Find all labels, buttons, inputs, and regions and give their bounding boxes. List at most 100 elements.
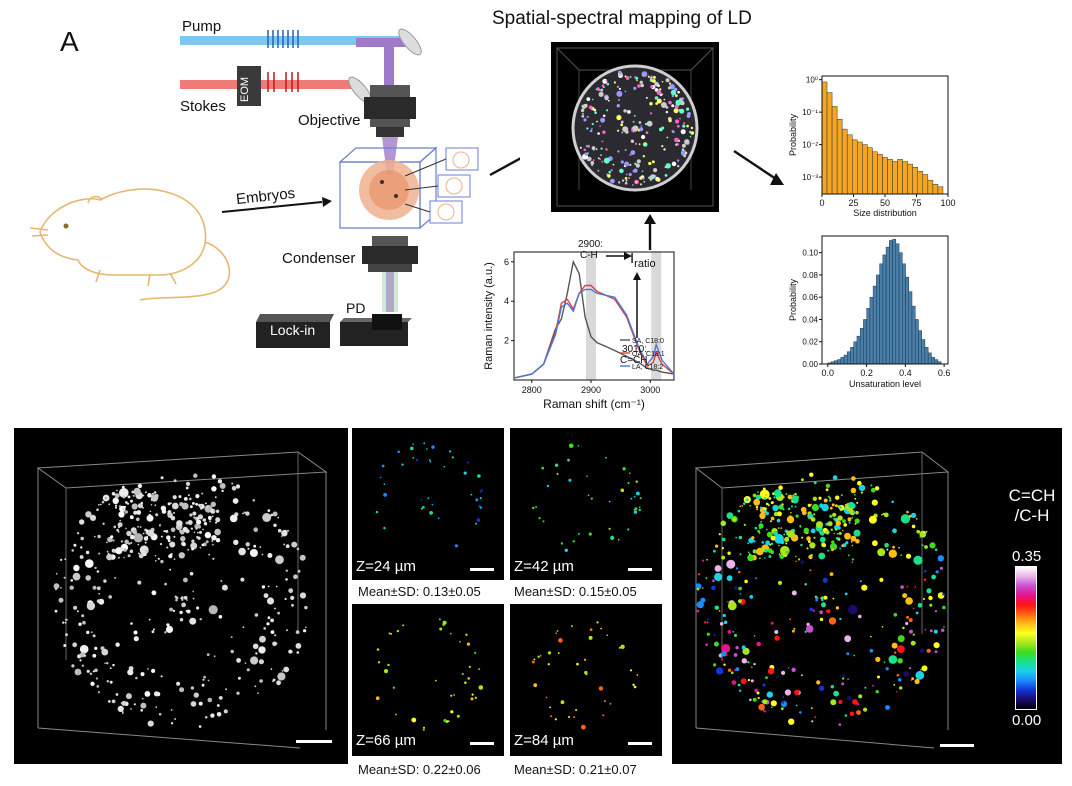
b-droplet-300 xyxy=(285,544,290,549)
c1-droplet-20 xyxy=(463,471,467,475)
unsat-ytick-label-3: 0.06 xyxy=(802,293,818,302)
b-droplet-377 xyxy=(58,597,64,603)
b-droplet-330 xyxy=(281,535,283,537)
d-droplet-151 xyxy=(727,668,732,672)
b-droplet-317 xyxy=(258,659,264,665)
d-droplet-173 xyxy=(726,575,733,582)
d-droplet-174 xyxy=(841,682,845,686)
b-droplet-329 xyxy=(296,547,300,551)
b-droplet-202 xyxy=(267,616,271,620)
d-droplet-439 xyxy=(804,630,807,633)
d-droplet-61 xyxy=(723,620,728,625)
b-droplet-349 xyxy=(60,587,62,589)
c3-droplet-18 xyxy=(468,665,471,668)
b-droplet-280 xyxy=(170,709,173,711)
panel-b-scalebar xyxy=(296,740,332,743)
d-droplet-324 xyxy=(893,613,898,617)
map-droplet-245 xyxy=(610,178,615,184)
c2-droplet-22 xyxy=(629,472,631,474)
map-droplet-227 xyxy=(661,145,664,148)
map-droplet-189 xyxy=(588,105,593,110)
c2-droplet-32 xyxy=(610,535,615,540)
arrow-to-histograms xyxy=(733,150,784,185)
b-droplet-511 xyxy=(125,527,127,530)
b-droplet-96 xyxy=(150,494,159,502)
map-droplet-193 xyxy=(618,99,620,101)
b-droplet-334 xyxy=(97,534,101,539)
d-droplet-205 xyxy=(832,512,837,517)
c4-droplet-26 xyxy=(554,718,557,721)
b-droplet-448 xyxy=(232,498,239,504)
c1-droplet-27 xyxy=(381,464,385,468)
map-droplet-18 xyxy=(616,85,619,88)
b-droplet-481 xyxy=(231,482,234,485)
map-droplet-50 xyxy=(663,98,666,101)
d-droplet-553 xyxy=(935,610,937,612)
b-droplet-432 xyxy=(80,546,83,549)
d-droplet-466 xyxy=(763,497,767,500)
size-ylabel: Probability xyxy=(788,113,798,156)
c2-droplet-3 xyxy=(532,506,535,510)
unsat-xtick-label-3: 0.6 xyxy=(938,368,951,378)
d-droplet-316 xyxy=(838,723,842,726)
d-droplet-420 xyxy=(715,544,719,548)
c4-droplet-18 xyxy=(567,715,571,719)
b-droplet-345 xyxy=(136,517,140,522)
d-droplet-190 xyxy=(721,658,724,661)
c3-droplet-34 xyxy=(449,632,452,635)
raman-legend-label-2: LA, C18:2 xyxy=(632,364,663,371)
d-droplet-207 xyxy=(839,617,842,621)
highlight-band-1 xyxy=(651,252,662,380)
d-droplet-307 xyxy=(794,505,797,508)
b-droplet-228 xyxy=(237,676,241,680)
b-droplet-278 xyxy=(192,597,195,600)
panel-b-drawing xyxy=(36,451,328,749)
d-droplet-72 xyxy=(731,680,737,685)
size-bar-3 xyxy=(836,119,843,195)
d-droplet-436 xyxy=(695,583,702,590)
size-bar-9 xyxy=(867,147,873,195)
map-droplet-154 xyxy=(642,74,644,77)
d-droplet-222 xyxy=(738,599,742,603)
map-droplet-216 xyxy=(683,154,687,158)
b-droplet-90 xyxy=(71,549,74,552)
b-droplet-151 xyxy=(86,669,90,673)
map-droplet-117 xyxy=(616,104,620,108)
unsat-bar-30 xyxy=(924,347,929,365)
b-droplet-348 xyxy=(257,692,259,694)
d-droplet-325 xyxy=(808,554,813,560)
d-droplet-2 xyxy=(844,714,848,717)
c4-droplet-6 xyxy=(596,621,599,624)
b-droplet-301 xyxy=(132,494,135,497)
d-droplet-345 xyxy=(776,518,781,523)
map-droplet-40 xyxy=(624,149,627,151)
d-droplet-196 xyxy=(869,648,874,653)
d-droplet-300 xyxy=(924,545,928,549)
b-droplet-260 xyxy=(117,530,120,533)
map-droplet-125 xyxy=(594,111,597,114)
d-droplet-394 xyxy=(747,661,750,664)
d-droplet-554 xyxy=(848,501,855,509)
panel-c-slice-1-dots xyxy=(375,442,483,548)
map-droplet-150 xyxy=(628,177,631,180)
unsat-bar-32 xyxy=(931,357,935,365)
d-droplet-444 xyxy=(892,545,895,549)
b-droplet-36 xyxy=(244,662,247,664)
d-droplet-415 xyxy=(727,551,731,555)
map-droplet-105 xyxy=(644,143,648,147)
b-droplet-327 xyxy=(116,489,118,492)
c1-droplet-2 xyxy=(420,499,423,501)
b-droplet-282 xyxy=(96,570,100,573)
map-droplet-55 xyxy=(666,136,669,139)
b-droplet-10 xyxy=(112,663,115,667)
b-droplet-215 xyxy=(185,481,191,486)
c3-droplet-5 xyxy=(464,681,467,684)
unsat-bar-10 xyxy=(859,328,864,365)
d-droplet-320 xyxy=(833,532,836,535)
map-droplet-30 xyxy=(636,79,638,82)
map-droplet-120 xyxy=(671,104,675,108)
d-droplet-87 xyxy=(726,512,734,519)
b-droplet-128 xyxy=(154,554,157,557)
d-droplet-443 xyxy=(821,598,824,602)
d-droplet-270 xyxy=(785,542,788,545)
